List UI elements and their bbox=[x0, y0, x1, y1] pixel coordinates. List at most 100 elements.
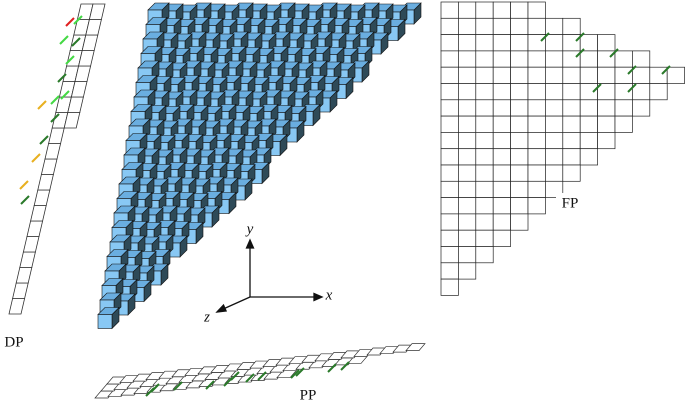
fp-cell bbox=[666, 66, 685, 84]
fp-cell bbox=[475, 1, 494, 19]
fp-cell bbox=[440, 180, 459, 198]
fp-cell bbox=[492, 83, 511, 101]
fp-cell bbox=[545, 66, 564, 84]
fp-cell bbox=[527, 50, 546, 68]
fp-cell bbox=[545, 132, 564, 150]
fp-cell bbox=[579, 148, 598, 166]
fp-cell bbox=[510, 34, 529, 52]
fp-cell bbox=[649, 83, 668, 101]
marker bbox=[592, 83, 602, 93]
marker bbox=[39, 135, 49, 145]
fp-cell bbox=[562, 115, 581, 133]
fp-cell bbox=[545, 115, 564, 133]
fp-cell bbox=[492, 115, 511, 133]
fp-cell bbox=[458, 246, 477, 264]
dp-cell bbox=[22, 236, 40, 253]
fp-cell bbox=[458, 34, 477, 52]
marker bbox=[60, 90, 70, 100]
fp-cell bbox=[458, 132, 477, 150]
cube-stack bbox=[97, 2, 422, 330]
fp-cell bbox=[545, 17, 564, 35]
marker bbox=[73, 15, 83, 25]
arrow-head bbox=[215, 303, 228, 313]
fp-cell bbox=[527, 197, 546, 215]
fp-cell bbox=[492, 99, 511, 117]
fp-cell bbox=[562, 83, 581, 101]
fp-cell bbox=[492, 164, 511, 182]
fp-cell bbox=[475, 17, 494, 35]
fp-cell bbox=[492, 66, 511, 84]
marker bbox=[290, 369, 300, 379]
marker bbox=[575, 48, 585, 58]
label-bg bbox=[556, 193, 584, 213]
fp-cell bbox=[440, 278, 459, 296]
fp-cell bbox=[492, 180, 511, 198]
z-axis bbox=[220, 296, 251, 311]
fp-cell bbox=[458, 99, 477, 117]
fp-cell bbox=[579, 50, 598, 68]
fp-cell bbox=[440, 83, 459, 101]
fp-cell bbox=[527, 83, 546, 101]
pp-label: PP bbox=[300, 387, 317, 403]
fp-cell bbox=[545, 34, 564, 52]
fp-cell bbox=[562, 164, 581, 182]
fp-cell bbox=[510, 132, 529, 150]
fp-cell bbox=[527, 99, 546, 117]
fp-cell bbox=[492, 148, 511, 166]
fp-cell bbox=[614, 66, 633, 84]
fp-cell bbox=[440, 99, 459, 117]
fp-cell bbox=[440, 34, 459, 52]
fp-cell bbox=[475, 148, 494, 166]
fp-cell bbox=[527, 1, 546, 19]
marker bbox=[230, 371, 240, 381]
fp-cell bbox=[492, 17, 511, 35]
fp-cell bbox=[510, 164, 529, 182]
fp-cell bbox=[440, 148, 459, 166]
marker bbox=[257, 371, 267, 381]
dp-cell bbox=[44, 143, 62, 160]
marker bbox=[205, 380, 215, 390]
fp-cell bbox=[440, 132, 459, 150]
dp-strip bbox=[8, 3, 106, 315]
dp-cell bbox=[26, 220, 44, 237]
fp-cell bbox=[614, 115, 633, 133]
fp-cell bbox=[458, 148, 477, 166]
fp-cell bbox=[475, 34, 494, 52]
fp-cell bbox=[545, 50, 564, 68]
fp-cell bbox=[579, 66, 598, 84]
axis-label: y bbox=[245, 221, 254, 237]
arrow-head bbox=[245, 238, 255, 249]
marker bbox=[71, 37, 81, 47]
fp-cell bbox=[458, 197, 477, 215]
fp-cell bbox=[440, 229, 459, 247]
fp-cell bbox=[440, 262, 459, 280]
marker bbox=[31, 153, 41, 163]
marker bbox=[295, 367, 305, 377]
fp-cell bbox=[440, 213, 459, 231]
fp-cell bbox=[458, 1, 477, 19]
fp-cell bbox=[597, 115, 616, 133]
fp-cell bbox=[579, 132, 598, 150]
fp-cell bbox=[597, 132, 616, 150]
fp-cell bbox=[579, 83, 598, 101]
fp-cell bbox=[562, 34, 581, 52]
fp-cell bbox=[475, 197, 494, 215]
fp-cell bbox=[527, 66, 546, 84]
marker bbox=[65, 17, 75, 27]
fp-label: FP bbox=[562, 195, 579, 211]
fp-cell bbox=[440, 246, 459, 264]
fp-cell bbox=[458, 50, 477, 68]
fp-cell bbox=[510, 50, 529, 68]
fp-cell bbox=[562, 148, 581, 166]
fp-cell bbox=[440, 66, 459, 84]
fp-cell bbox=[475, 50, 494, 68]
fp-cell bbox=[527, 115, 546, 133]
fp-cell bbox=[440, 17, 459, 35]
dp-label: DP bbox=[4, 334, 23, 350]
fp-cell bbox=[440, 197, 459, 215]
arrow-head bbox=[313, 292, 324, 302]
fp-cell bbox=[475, 180, 494, 198]
pp-cell bbox=[405, 343, 426, 351]
marker bbox=[575, 32, 585, 42]
